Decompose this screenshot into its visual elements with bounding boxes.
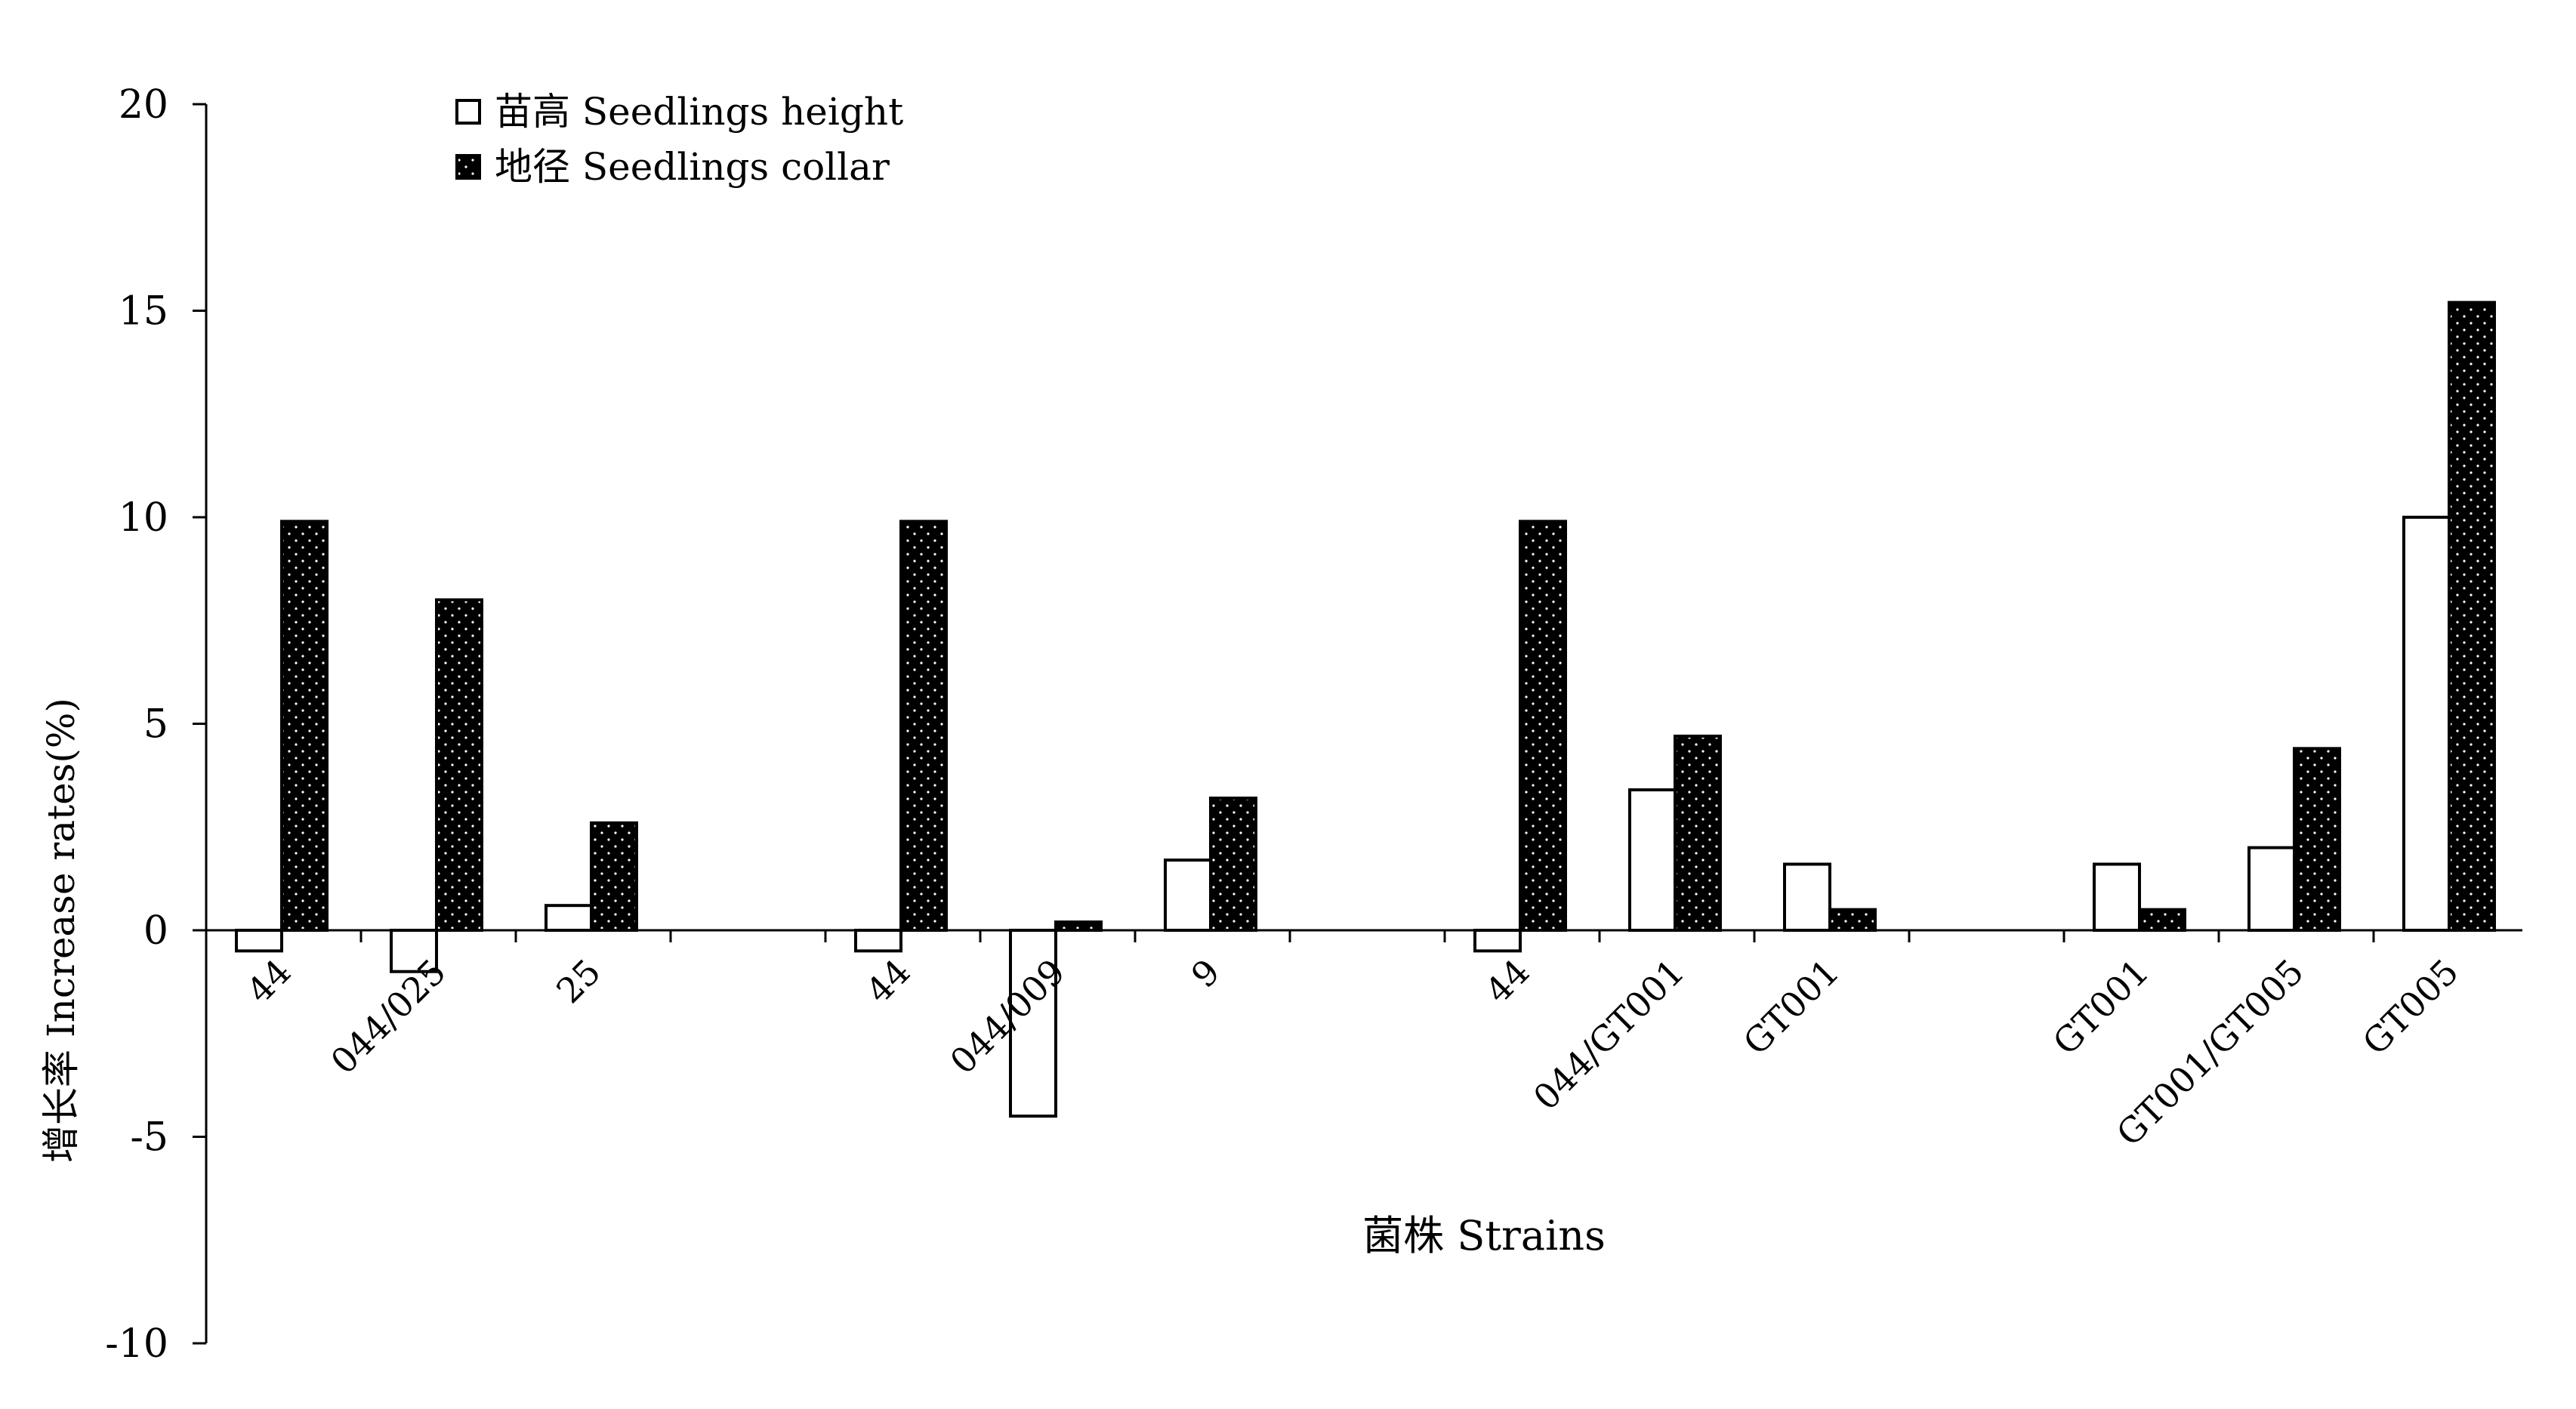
y-axis-title: 增长率 Increase rates(%) (39, 698, 83, 1163)
bar-seedlings-height (1009, 929, 1057, 1118)
x-tick-label: GT005 (2355, 951, 2466, 1063)
y-tick-label: -5 (130, 1115, 168, 1161)
bar-seedlings-height (545, 904, 593, 933)
bar-seedlings-height (2093, 862, 2141, 932)
x-axis-title: 菌株 Strains (1362, 1212, 1606, 1259)
bar-seedlings-collar (1209, 796, 1257, 932)
y-tick-label: -10 (105, 1321, 168, 1367)
bar-seedlings-height (1783, 862, 1831, 932)
bar-seedlings-collar (435, 598, 483, 933)
y-tick-label: 10 (119, 495, 168, 541)
y-tick-label: 20 (119, 82, 168, 128)
bar-seedlings-height (235, 929, 283, 953)
bar-seedlings-height (1164, 859, 1212, 933)
x-tick-label: 044/025 (322, 951, 453, 1082)
legend-swatch-height (455, 99, 481, 125)
bar-seedlings-collar (590, 821, 638, 933)
bar-seedlings-collar (1519, 520, 1567, 932)
y-tick-label: 15 (119, 289, 168, 335)
legend-label: 苗高 Seedlings height (495, 90, 903, 134)
x-tick-label: 044/GT001 (1526, 951, 1692, 1118)
axes (193, 103, 2522, 1345)
bar-seedlings-collar (1828, 908, 1877, 933)
bar-seedlings-height (1628, 788, 1677, 933)
legend-label: 地径 Seedlings collar (495, 145, 890, 189)
bar-seedlings-collar (2138, 908, 2186, 933)
bar-seedlings-collar (2293, 747, 2341, 932)
bars (235, 301, 2496, 1118)
bar-seedlings-height (854, 929, 902, 953)
legend-swatch-collar (455, 154, 481, 180)
y-tick-label: 0 (143, 908, 168, 954)
y-tick-label: 5 (143, 702, 168, 748)
x-tick-label: 9 (1183, 951, 1228, 996)
x-tick-label: GT001 (1735, 951, 1847, 1063)
bar-seedlings-height (2247, 846, 2296, 932)
bar-seedlings-height (1473, 929, 1522, 953)
x-tick-label: 44 (239, 951, 299, 1012)
x-tick-label: 25 (548, 951, 609, 1012)
bar-seedlings-collar (899, 520, 948, 932)
bar-seedlings-collar (2448, 301, 2496, 932)
legend: 苗高 Seedlings height 地径 Seedlings collar (455, 90, 903, 189)
bar-seedlings-collar (1054, 920, 1103, 933)
bar-seedlings-collar (1674, 734, 1722, 932)
x-tick-label: 44 (858, 951, 918, 1012)
x-tick-label: GT001 (2045, 951, 2157, 1063)
bar-seedlings-collar (280, 520, 329, 932)
bar-seedlings-height (390, 929, 438, 973)
x-tick-label: 44 (1477, 951, 1538, 1012)
bar-seedlings-height (2402, 516, 2451, 932)
